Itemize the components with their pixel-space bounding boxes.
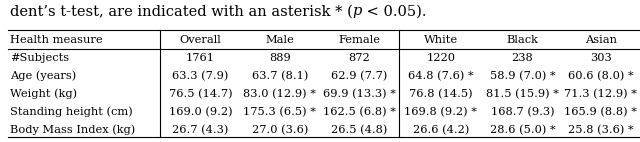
Text: 76.5 (14.7): 76.5 (14.7) [169,89,232,99]
Text: Weight (kg): Weight (kg) [10,89,77,99]
Text: 26.7 (4.3): 26.7 (4.3) [172,125,229,135]
Text: Female: Female [338,35,380,45]
Text: 26.6 (4.2): 26.6 (4.2) [413,125,469,135]
Text: 63.7 (8.1): 63.7 (8.1) [252,71,308,81]
Text: 169.0 (9.2): 169.0 (9.2) [169,107,232,117]
Text: Health measure: Health measure [10,35,103,45]
Text: White: White [424,35,458,45]
Text: 175.3 (6.5) *: 175.3 (6.5) * [243,107,316,117]
Text: 889: 889 [269,53,291,63]
Text: 168.7 (9.3): 168.7 (9.3) [491,107,554,117]
Text: 83.0 (12.9) *: 83.0 (12.9) * [243,89,316,99]
Text: 76.8 (14.5): 76.8 (14.5) [409,89,472,99]
Text: Age (years): Age (years) [10,71,77,81]
Text: 58.9 (7.0) *: 58.9 (7.0) * [490,71,556,81]
Text: Male: Male [266,35,294,45]
Text: 169.8 (9.2) *: 169.8 (9.2) * [404,107,477,117]
Text: 26.5 (4.8): 26.5 (4.8) [331,125,387,135]
Text: < 0.05).: < 0.05). [362,4,426,18]
Text: 69.9 (13.3) *: 69.9 (13.3) * [323,89,396,99]
Text: 303: 303 [590,53,612,63]
Text: 62.9 (7.7): 62.9 (7.7) [331,71,387,81]
Text: 1761: 1761 [186,53,215,63]
Text: 60.6 (8.0) *: 60.6 (8.0) * [568,71,634,81]
Text: 1220: 1220 [426,53,455,63]
Text: Black: Black [507,35,538,45]
Text: 872: 872 [348,53,370,63]
Text: 81.5 (15.9) *: 81.5 (15.9) * [486,89,559,99]
Text: #Subjects: #Subjects [10,53,69,63]
Text: Body Mass Index (kg): Body Mass Index (kg) [10,125,136,135]
Text: 71.3 (12.9) *: 71.3 (12.9) * [564,89,637,99]
Text: 238: 238 [511,53,533,63]
Text: 27.0 (3.6): 27.0 (3.6) [252,125,308,135]
Text: 25.8 (3.6) *: 25.8 (3.6) * [568,125,634,135]
Text: Asian: Asian [585,35,617,45]
Text: 64.8 (7.6) *: 64.8 (7.6) * [408,71,474,81]
Text: p: p [353,4,362,18]
Text: 28.6 (5.0) *: 28.6 (5.0) * [490,125,556,135]
Text: 162.5 (6.8) *: 162.5 (6.8) * [323,107,396,117]
Text: 165.9 (8.8) *: 165.9 (8.8) * [564,107,637,117]
Text: dent’s t-test, are indicated with an asterisk * (: dent’s t-test, are indicated with an ast… [10,4,353,18]
Text: Standing height (cm): Standing height (cm) [10,107,133,117]
Text: Overall: Overall [180,35,221,45]
Text: 63.3 (7.9): 63.3 (7.9) [172,71,229,81]
